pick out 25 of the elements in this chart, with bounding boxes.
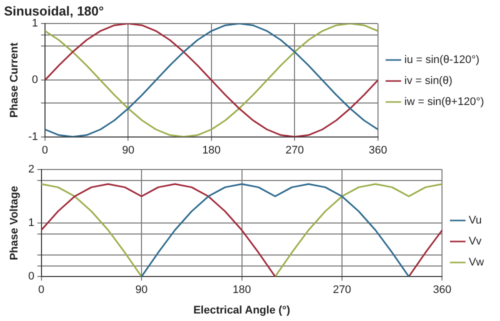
x-tick-label: 90 — [122, 144, 134, 156]
legend-label: iv = sin(θ) — [404, 75, 452, 88]
x-tick-label: 0 — [42, 144, 48, 156]
legend-label: Vv — [468, 236, 482, 248]
legend-label: iu = sin(θ-120°) — [404, 54, 480, 66]
y-axis-title: Phase Current — [8, 42, 21, 118]
x-tick-label: 270 — [285, 144, 304, 156]
legend-label: Vu — [468, 214, 482, 227]
y-tick-label: 2 — [28, 164, 34, 176]
y-tick-label: 0 — [28, 270, 34, 283]
legend-label: Vw — [468, 256, 484, 269]
x-tick-label: 180 — [232, 284, 251, 296]
x-tick-label: 270 — [332, 284, 352, 296]
x-tick-label: 360 — [433, 284, 452, 296]
y-tick-label: 1 — [32, 18, 38, 30]
y-tick-label: 1 — [28, 217, 34, 230]
y-axis-title: Phase Voltage — [8, 186, 21, 260]
y-tick-label: -1 — [28, 130, 38, 143]
chart-title: Sinusoidal, 180° — [4, 3, 104, 18]
x-tick-label: 360 — [368, 144, 388, 156]
legend-label: iw = sin(θ+120°) — [404, 96, 484, 108]
x-axis-title: Electrical Angle (°) — [193, 304, 291, 316]
x-tick-label: 180 — [202, 144, 221, 156]
x-tick-label: 90 — [135, 284, 148, 296]
y-tick-label: 0 — [32, 74, 38, 86]
